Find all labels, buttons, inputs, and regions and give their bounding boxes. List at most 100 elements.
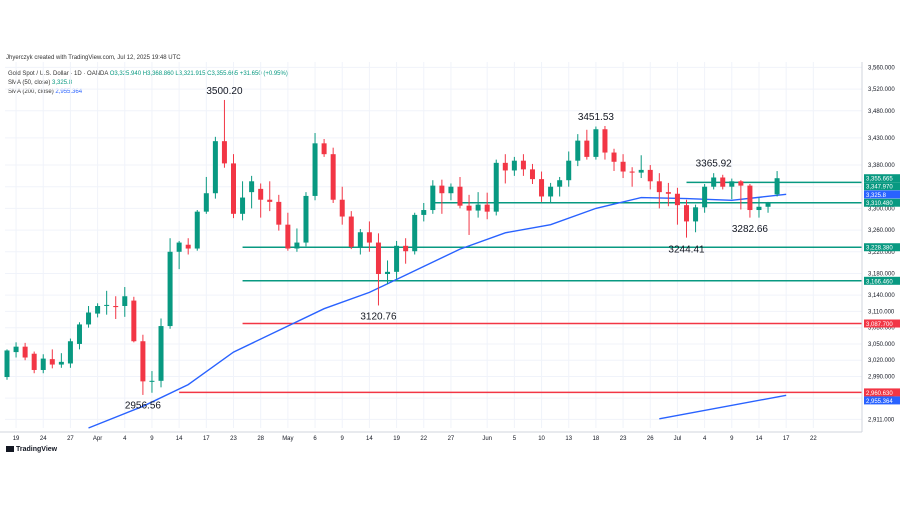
sma200-value: 2,955.364	[55, 89, 83, 95]
price-label-bg	[864, 276, 900, 285]
candle	[231, 154, 236, 219]
candle	[475, 192, 481, 218]
candle	[357, 229, 363, 255]
price-label-3,347.970: 3,347.970	[864, 182, 900, 191]
price-label-bg	[864, 396, 900, 405]
candle	[539, 171, 545, 202]
candle-body	[104, 304, 110, 306]
x-tick-label: 27	[67, 436, 74, 442]
x-tick-label: 26	[647, 436, 654, 442]
candle	[720, 174, 726, 190]
candle-body	[339, 199, 345, 217]
candle-body	[720, 177, 726, 187]
candle-body	[539, 179, 545, 197]
candle	[267, 181, 273, 212]
candle-body	[511, 160, 517, 171]
tradingview-logo-icon	[6, 446, 14, 452]
annotation-3120.76: 3120.76	[360, 312, 397, 323]
candle	[502, 154, 508, 184]
candle-body	[611, 152, 617, 162]
x-tick-label: 23	[230, 436, 237, 442]
candle-body	[593, 129, 599, 157]
price-label-text: 3,347.970	[866, 185, 893, 191]
candle-body	[366, 232, 372, 243]
x-tick-label: 19	[393, 436, 400, 442]
candle-body	[602, 129, 608, 153]
x-tick-label: 28	[257, 436, 264, 442]
price-label-bg	[864, 319, 900, 328]
price-label-text: 3,166.460	[866, 279, 893, 285]
candle-body	[185, 244, 191, 249]
candle	[566, 151, 572, 187]
annotations-layer: 3500.20 3451.53 3365.92 3282.66 3244.41 3120.…	[125, 86, 769, 412]
y-axis: 2,911.0002,950.0002,990.0003,020.0003,05…	[861, 62, 895, 432]
candle	[203, 176, 209, 214]
candle-body	[122, 296, 128, 306]
y-tick-label: 3,220.000	[868, 250, 895, 256]
tradingview-logo[interactable]: TradingView	[6, 446, 57, 453]
y-tick-label: 3,480.000	[868, 109, 895, 115]
candle	[249, 175, 255, 209]
candle	[67, 338, 73, 368]
candle	[412, 212, 418, 255]
candle	[113, 296, 119, 320]
candle-body	[149, 380, 155, 382]
symbol-label: Gold Spot / U.S. Dollar · 1D · OANDA	[8, 71, 109, 77]
candle-body	[231, 163, 236, 214]
y-tick-label: 3,560.000	[868, 65, 895, 71]
candle-body	[656, 181, 662, 193]
x-tick-label: 22	[810, 436, 817, 442]
symbol-row[interactable]: Gold Spot / U.S. Dollar · 1D · OANDA O3,…	[8, 70, 288, 79]
candle-body	[502, 162, 508, 171]
candle-body	[684, 205, 689, 222]
candle-body	[665, 192, 671, 194]
candle-body	[738, 181, 744, 186]
price-label-text: 3,087.700	[866, 322, 893, 328]
x-tick-label: 27	[448, 436, 455, 442]
candle-body	[240, 197, 246, 214]
x-tick-label: 24	[40, 436, 47, 442]
candle	[375, 233, 381, 306]
candle	[294, 228, 300, 252]
candle	[167, 238, 173, 329]
price-label-3,228.380: 3,228.380	[864, 243, 900, 252]
y-tick-label: 3,180.000	[868, 271, 895, 277]
candle-body	[765, 202, 771, 207]
x-tick-label: Jun	[482, 436, 492, 442]
sma50-value: 3,325.8	[52, 80, 73, 86]
candle-body	[140, 341, 146, 382]
candle-body	[620, 161, 626, 172]
candle	[457, 176, 463, 209]
price-label-3,310.480: 3,310.480	[864, 198, 900, 207]
ohlc-values: O3,325.940 H3,368.860 L3,321.915 C3,355.…	[109, 71, 288, 77]
sma50-row[interactable]: SMA (50, close) 3,325.8	[8, 79, 288, 88]
attribution-text: Jhyerczyk created with TradingView.com, …	[6, 55, 181, 61]
candle-body	[475, 204, 481, 211]
candle	[176, 240, 182, 270]
candle	[330, 147, 336, 203]
candle	[620, 154, 626, 179]
candle	[693, 204, 699, 233]
price-label-text: 3,310.480	[866, 201, 893, 207]
price-label-3,355.665: 3,355.665	[864, 174, 900, 183]
candle-body	[638, 169, 644, 173]
price-label-text: 2,960.630	[866, 391, 893, 397]
candle	[702, 184, 708, 213]
candle	[394, 240, 400, 279]
candle-body	[22, 346, 28, 358]
candle-body	[394, 245, 400, 272]
x-tick-label: 14	[366, 436, 373, 442]
candle	[321, 138, 327, 157]
sma200-line	[659, 394, 787, 420]
candle	[276, 194, 282, 231]
candle	[421, 202, 427, 222]
y-tick-label: 3,020.000	[868, 358, 895, 364]
sma200-row[interactable]: SMA (200, close) 2,955.364	[8, 88, 288, 97]
y-tick-label: 3,430.000	[868, 136, 895, 142]
candle	[131, 296, 137, 343]
candle-body	[348, 216, 354, 247]
price-label-3,325.8: 3,325.8	[864, 190, 900, 199]
candle-body	[176, 242, 182, 252]
annotation-3365.92: 3365.92	[696, 159, 733, 170]
